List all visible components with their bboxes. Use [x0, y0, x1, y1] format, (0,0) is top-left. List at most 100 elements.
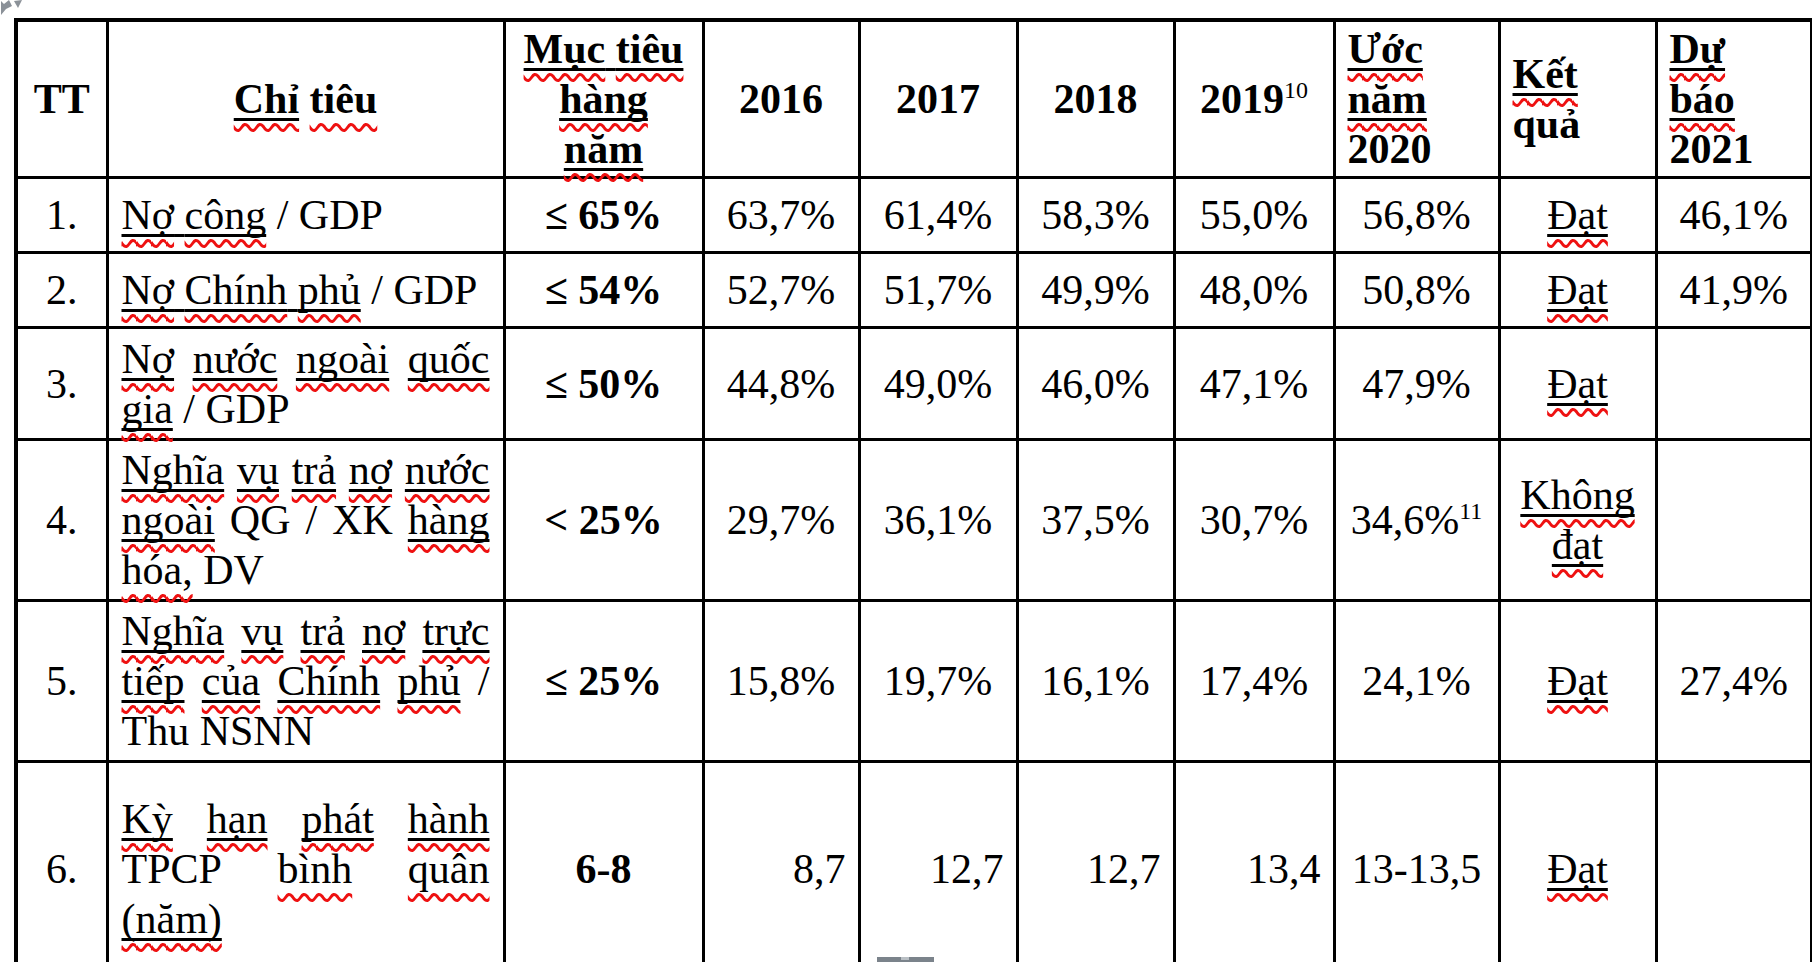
row2-nam-2016-line1: 52,7%: [717, 265, 846, 315]
row4-chi-tieu: NghĩavụtrảnợnướcngoàiQG/XKhànghóa, DV: [107, 440, 504, 601]
header-row: TTChỉ tiêuMục tiêuhàngnăm201620172018201…: [16, 20, 1812, 178]
row2-muc-tieu-line1: ≤ 54%: [518, 265, 690, 315]
row2-chi-tieu-line1: Nợ Chính phủ / GDP: [122, 265, 490, 315]
row6-ket-qua: Đạt: [1499, 762, 1656, 962]
row4-tt: 4.: [16, 440, 107, 601]
table-body: 1.Nợ công / GDP≤ 65%63,7%61,4%58,3%55,0%…: [16, 178, 1812, 962]
row1-nam-2017-line1: 61,4%: [873, 190, 1004, 240]
table-row-2: 2.Nợ Chính phủ / GDP≤ 54%52,7%51,7%49,9%…: [16, 253, 1812, 328]
header-du-bao-2021-line2: báo: [1670, 74, 1799, 124]
row6-chi-tieu-line1: Kỳhạnpháthành: [122, 794, 490, 844]
header-nam-2016: 2016: [703, 20, 859, 178]
header-tt: TT: [16, 20, 107, 178]
row5-du-bao-2021: 27,4%: [1656, 601, 1812, 762]
header-nam-2017-line1: 2017: [873, 74, 1004, 124]
header-nam-2018: 2018: [1017, 20, 1174, 178]
row5-chi-tieu-line2: tiếpcủaChínhphủ/: [122, 656, 490, 706]
row2-uoc-nam-2020-line1: 50,8%: [1348, 265, 1486, 315]
fragment-highlight: [901, 957, 909, 960]
row1-ket-qua: Đạt: [1499, 178, 1656, 253]
row4-uoc-nam-2020: 34,6%11: [1334, 440, 1499, 601]
row3-ket-qua: Đạt: [1499, 328, 1656, 440]
row2-uoc-nam-2020: 50,8%: [1334, 253, 1499, 328]
header-muc-tieu-hang-nam-line1: Mục tiêu: [518, 24, 690, 74]
header-du-bao-2021-line1: Dự: [1670, 24, 1799, 74]
row3-uoc-nam-2020: 47,9%: [1334, 328, 1499, 440]
move-cursor-icon: [0, 0, 30, 30]
header-ket-qua: Kếtquả: [1499, 20, 1656, 178]
row3-nam-2018: 46,0%: [1017, 328, 1174, 440]
row3-muc-tieu: ≤ 50%: [504, 328, 703, 440]
row4-nam-2017: 36,1%: [859, 440, 1017, 601]
header-tt-line1: TT: [22, 74, 102, 124]
row4-chi-tieu-line3: hóa, DV: [122, 545, 490, 595]
row3-du-bao-2021: [1656, 328, 1812, 440]
header-chi-tieu: Chỉ tiêu: [107, 20, 504, 178]
row6-muc-tieu-line1: 6-8: [518, 844, 690, 894]
row5-du-bao-2021-line1: 27,4%: [1670, 656, 1799, 706]
row2-du-bao-2021: 41,9%: [1656, 253, 1812, 328]
row6-du-bao-2021: [1656, 762, 1812, 962]
row6-tt: 6.: [16, 762, 107, 962]
row4-ket-qua: Khôngđạt: [1499, 440, 1656, 601]
row1-nam-2016-line1: 63,7%: [717, 190, 846, 240]
row5-nam-2019-line1: 17,4%: [1188, 656, 1321, 706]
row5-chi-tieu-line1: Nghĩavụtrảnợtrực: [122, 606, 490, 656]
row3-nam-2017: 49,0%: [859, 328, 1017, 440]
row5-ket-qua-line1: Đạt: [1513, 656, 1643, 706]
row1-nam-2019: 55,0%: [1174, 178, 1334, 253]
row3-nam-2018-line1: 46,0%: [1031, 359, 1161, 409]
row1-tt: 1.: [16, 178, 107, 253]
row3-tt-line1: 3.: [22, 359, 102, 409]
row6-nam-2019-line1: 13,4: [1188, 844, 1321, 894]
row4-uoc-nam-2020-line1: 34,6%11: [1348, 495, 1486, 545]
row4-nam-2017-line1: 36,1%: [873, 495, 1004, 545]
row6-nam-2017-line1: 12,7: [873, 844, 1004, 894]
row5-uoc-nam-2020: 24,1%: [1334, 601, 1499, 762]
header-ket-qua-line2: quả: [1513, 99, 1643, 149]
row4-du-bao-2021: [1656, 440, 1812, 601]
header-ket-qua-line1: Kết: [1513, 49, 1643, 99]
row2-nam-2018: 49,9%: [1017, 253, 1174, 328]
row1-nam-2018-line1: 58,3%: [1031, 190, 1161, 240]
debt-indicator-table: TTChỉ tiêuMục tiêuhàngnăm201620172018201…: [14, 18, 1812, 962]
row2-nam-2018-line1: 49,9%: [1031, 265, 1161, 315]
row4-ket-qua-line1: Không: [1513, 470, 1643, 520]
header-nam-2019: 201910: [1174, 20, 1334, 178]
row3-chi-tieu-line2: gia / GDP: [122, 384, 490, 434]
row3-muc-tieu-line1: ≤ 50%: [518, 359, 690, 409]
row1-nam-2016: 63,7%: [703, 178, 859, 253]
header-du-bao-2021-line3: 2021: [1670, 124, 1799, 174]
row1-uoc-nam-2020: 56,8%: [1334, 178, 1499, 253]
row4-nam-2016-line1: 29,7%: [717, 495, 846, 545]
row5-nam-2017-line1: 19,7%: [873, 656, 1004, 706]
row2-chi-tieu: Nợ Chính phủ / GDP: [107, 253, 504, 328]
table-row-1: 1.Nợ công / GDP≤ 65%63,7%61,4%58,3%55,0%…: [16, 178, 1812, 253]
row6-uoc-nam-2020-line1: 13-13,5: [1348, 844, 1486, 894]
row3-nam-2019: 47,1%: [1174, 328, 1334, 440]
row2-du-bao-2021-line1: 41,9%: [1670, 265, 1799, 315]
row4-nam-2016: 29,7%: [703, 440, 859, 601]
row5-muc-tieu-line1: ≤ 25%: [518, 656, 690, 706]
row4-nam-2018-line1: 37,5%: [1031, 495, 1161, 545]
row1-du-bao-2021: 46,1%: [1656, 178, 1812, 253]
header-chi-tieu-line1: Chỉ tiêu: [122, 74, 490, 124]
row3-chi-tieu: Nợnướcngoàiquốcgia / GDP: [107, 328, 504, 440]
row6-chi-tieu-line2: TPCPbìnhquân: [122, 844, 490, 894]
row6-nam-2016-line1: 8,7: [717, 844, 846, 894]
row1-nam-2018: 58,3%: [1017, 178, 1174, 253]
row3-nam-2019-line1: 47,1%: [1188, 359, 1321, 409]
header-uoc-nam-2020-line2: năm: [1348, 74, 1486, 124]
row1-nam-2017: 61,4%: [859, 178, 1017, 253]
header-nam-2018-line1: 2018: [1031, 74, 1161, 124]
header-du-bao-2021: Dựbáo2021: [1656, 20, 1812, 178]
table-row-5: 5.NghĩavụtrảnợtrựctiếpcủaChínhphủ/Thu NS…: [16, 601, 1812, 762]
table-row-6: 6. KỳhạnpháthànhTPCPbìnhquân(năm) 6-8 8,7 12…: [16, 762, 1812, 962]
row6-nam-2017: 12,7: [859, 762, 1017, 962]
row4-nam-2018: 37,5%: [1017, 440, 1174, 601]
header-uoc-nam-2020-line3: 2020: [1348, 124, 1486, 174]
row4-nam-2019: 30,7%: [1174, 440, 1334, 601]
row6-chi-tieu-line3: (năm): [122, 894, 490, 944]
header-muc-tieu-hang-nam-line3: năm: [518, 124, 690, 174]
row2-nam-2017: 51,7%: [859, 253, 1017, 328]
